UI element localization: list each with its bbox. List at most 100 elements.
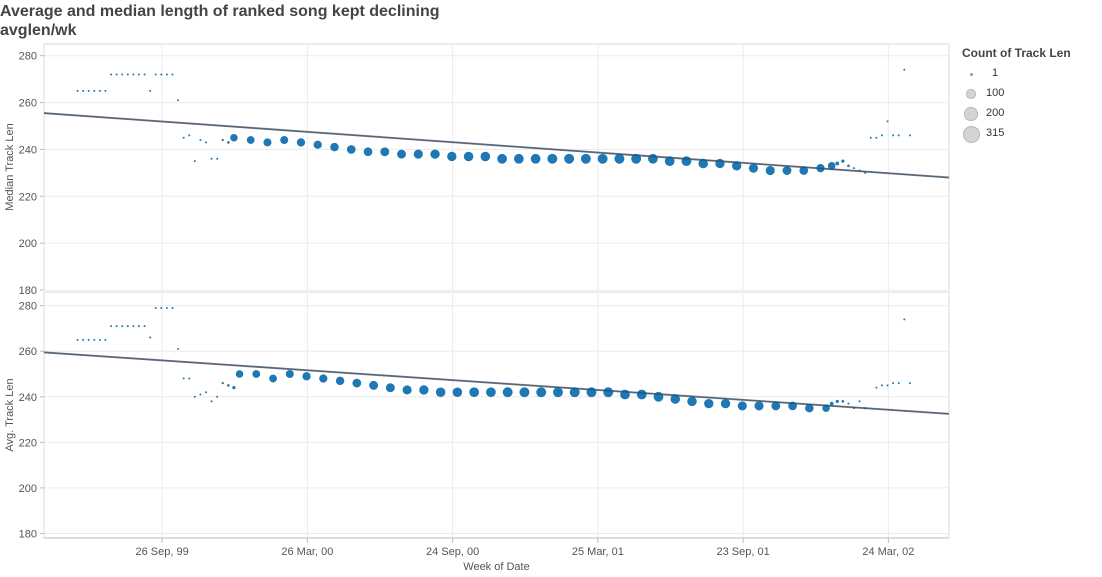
data-point [502,387,513,398]
data-point [903,318,906,321]
data-point [827,162,836,170]
data-point [569,387,580,398]
data-point [335,376,345,386]
data-point [413,149,423,159]
median-panel: 180 200 220 240 260 280 Median Track Len [4,43,950,297]
data-point [319,374,328,383]
data-point [126,73,129,76]
data-point [98,89,101,92]
data-point [227,141,230,144]
data-point [580,153,591,164]
legend-title: Count of Track Len [962,46,1071,60]
data-point [805,403,814,413]
y-tick-label: 200 [19,238,37,250]
y-axis-title: Median Track Len [4,123,16,210]
data-point [154,73,157,76]
data-point [530,153,541,164]
data-point [82,89,85,92]
legend-item: 1 [962,64,1097,84]
data-point [552,387,563,398]
legend-size-circle [962,125,980,143]
data-point [199,139,202,142]
data-point [93,338,96,341]
data-point [235,370,244,378]
title-block: Average and median length of ranked song… [0,2,720,40]
data-point [182,377,185,380]
data-point [864,171,867,174]
data-point [603,387,614,398]
data-point [897,134,900,137]
data-point [648,153,658,164]
data-point [636,389,647,400]
data-point [165,73,168,76]
y-tick-label: 220 [19,191,37,203]
data-point [880,384,883,387]
data-point [880,134,883,137]
data-point [346,145,356,154]
y-tick-label: 280 [19,51,37,63]
data-point [188,377,191,380]
data-point [302,372,311,381]
data-point [171,73,174,76]
data-point [87,89,90,92]
data-point [430,149,440,159]
data-point [177,99,180,102]
legend-label: 200 [986,107,1005,119]
data-point [754,401,764,411]
y-tick-label: 200 [19,483,37,495]
data-point [908,382,911,385]
data-point [631,153,642,164]
data-point [847,164,850,168]
data-point [269,374,277,383]
data-point [447,151,457,162]
data-point [715,158,725,169]
data-point [121,73,124,76]
data-point [216,157,219,160]
data-point [143,325,146,328]
y-tick-label: 260 [19,346,37,358]
x-tick-label: 23 Sep, 01 [716,546,769,558]
y-tick-label: 260 [19,98,37,110]
data-point [149,89,152,92]
legend-size-circle [969,72,973,76]
data-point [486,387,496,398]
data-point [199,393,202,396]
data-point [177,347,180,350]
data-point [597,153,608,164]
data-point [126,325,129,328]
data-point [154,306,157,309]
data-point [193,395,196,398]
data-point [93,89,96,92]
data-point [875,136,878,139]
data-point [469,387,480,398]
size-legend: Count of Track Len 1 100 200 315 [962,46,1097,144]
data-point [858,400,861,403]
legend-label: 1 [992,67,999,79]
data-point [216,395,219,398]
data-point [188,134,191,137]
data-point [536,387,547,398]
data-point [385,383,395,393]
data-point [782,166,792,175]
x-tick-label: 25 Mar, 01 [572,546,624,558]
data-point [132,73,135,76]
data-point [369,380,379,390]
data-point [221,381,224,385]
data-point [98,338,101,341]
y-tick-label: 280 [19,301,37,313]
marks [44,306,949,415]
data-point [296,138,306,147]
data-point [352,378,362,388]
data-point [110,73,113,76]
data-point [513,153,524,164]
legend-label: 100 [986,87,1005,99]
data-point [205,141,208,144]
data-point [875,386,878,389]
data-point [897,382,900,385]
data-point [330,142,339,152]
legend-size-circle [964,107,978,121]
trend-line-overlay [44,351,949,415]
legend-item: 315 [962,124,1097,144]
data-point [143,73,146,76]
data-point [380,147,390,157]
